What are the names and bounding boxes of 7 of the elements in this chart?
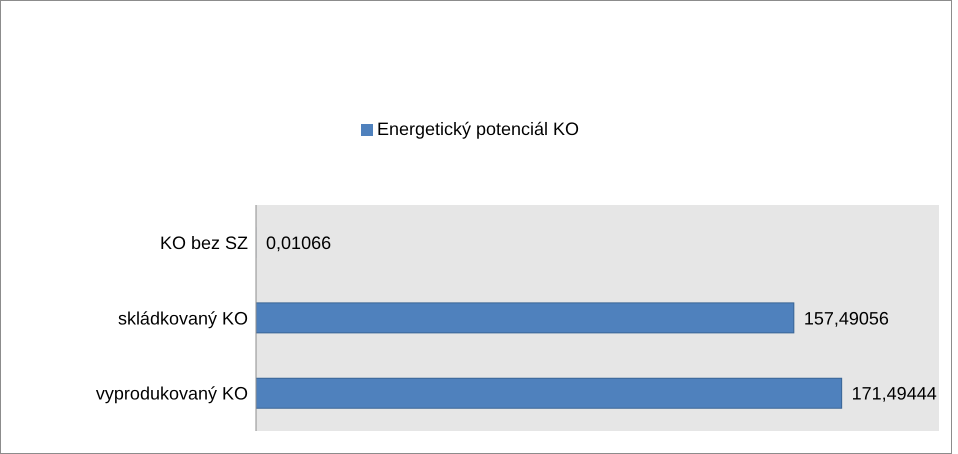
y-tick-label: KO bez SZ <box>160 233 248 254</box>
legend-label: Energetický potenciál KO <box>376 119 580 139</box>
data-label: 171,49444 <box>852 384 937 404</box>
data-label: 0,01066 <box>266 232 332 253</box>
data-label: 157,49056 <box>804 308 889 328</box>
y-tick-label: skládkovaný KO <box>118 308 248 328</box>
y-tick-label: vyprodukovaný KO <box>96 384 248 404</box>
